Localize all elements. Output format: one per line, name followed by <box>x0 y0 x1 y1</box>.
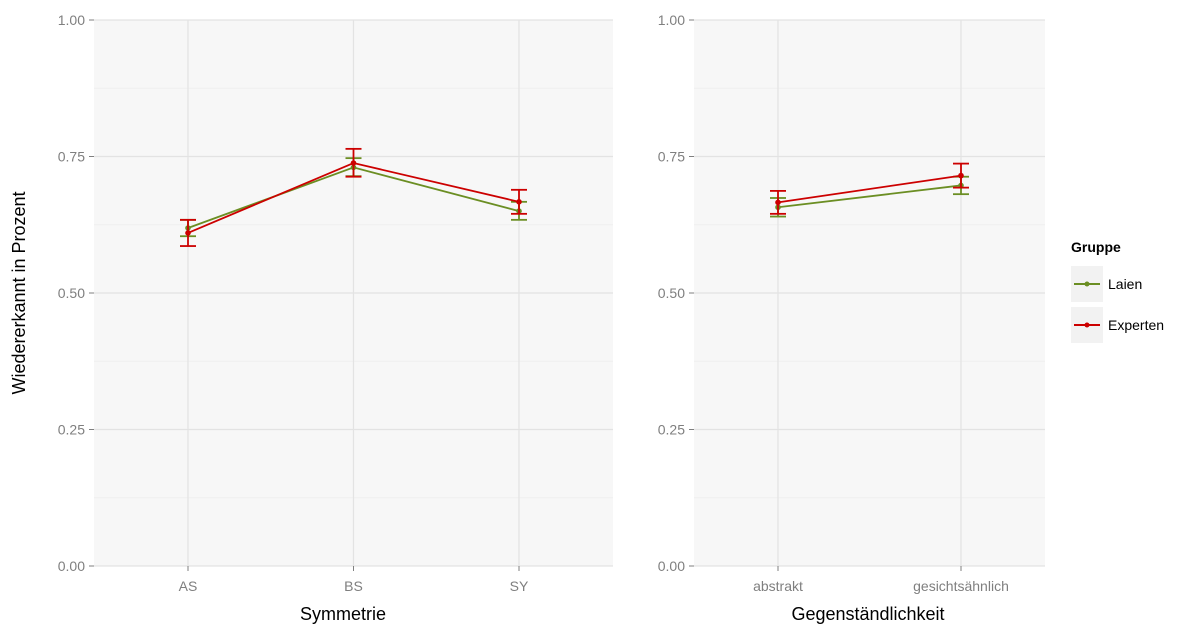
series-line-laien <box>777 184 962 209</box>
y-tick-label: 1.00 <box>658 12 685 28</box>
data-point-experten <box>958 172 964 179</box>
panel-2: 0.00 0.25 0.50 0.75 1.00 abstrakt gesichtsähnl… <box>658 12 1045 594</box>
panel-1: 0.00 0.25 0.50 0.75 1.00 AS BS SY <box>58 12 613 594</box>
data-point-experten <box>185 230 191 236</box>
data-point-experten <box>516 199 522 205</box>
legend-key-point-laien <box>1084 281 1090 287</box>
x-axis-title-symmetrie: Symmetrie <box>300 604 386 624</box>
data-point-experten <box>775 199 781 206</box>
legend-label-laien: Laien <box>1108 276 1142 292</box>
series-experten <box>180 147 527 247</box>
y-tick-label: 0.00 <box>58 558 85 574</box>
legend-label-experten: Experten <box>1108 317 1164 333</box>
y-tick-label: 0.50 <box>58 285 85 301</box>
y-tick-label: 0.75 <box>658 149 685 165</box>
y-tick-label: 0.75 <box>58 149 85 165</box>
y-tick-label: 0.50 <box>658 285 685 301</box>
y-tick-label: 0.25 <box>58 422 85 438</box>
legend-item-experten: Experten <box>1071 307 1164 343</box>
y-tick-label: 0.25 <box>658 422 685 438</box>
y-tick-label: 0.00 <box>658 558 685 574</box>
x-tick-label: AS <box>179 578 198 594</box>
x-axis-title-gegenstaendlichkeit: Gegenständlichkeit <box>791 604 944 624</box>
x-tick-label: abstrakt <box>753 578 803 594</box>
y-axis-title: Wiedererkannt in Prozent <box>9 191 29 394</box>
legend-item-laien: Laien <box>1071 266 1142 302</box>
series-line-experten <box>777 174 962 204</box>
y-tick-label: 1.00 <box>58 12 85 28</box>
legend: Gruppe Laien Experten <box>1071 239 1164 343</box>
legend-key-point-experten <box>1084 322 1090 328</box>
data-point-experten <box>350 160 357 166</box>
series-experten <box>770 162 969 215</box>
legend-title: Gruppe <box>1071 239 1121 255</box>
x-tick-label: gesichtsähnlich <box>913 578 1009 594</box>
x-tick-label: SY <box>510 578 529 594</box>
x-tick-label: BS <box>344 578 363 594</box>
